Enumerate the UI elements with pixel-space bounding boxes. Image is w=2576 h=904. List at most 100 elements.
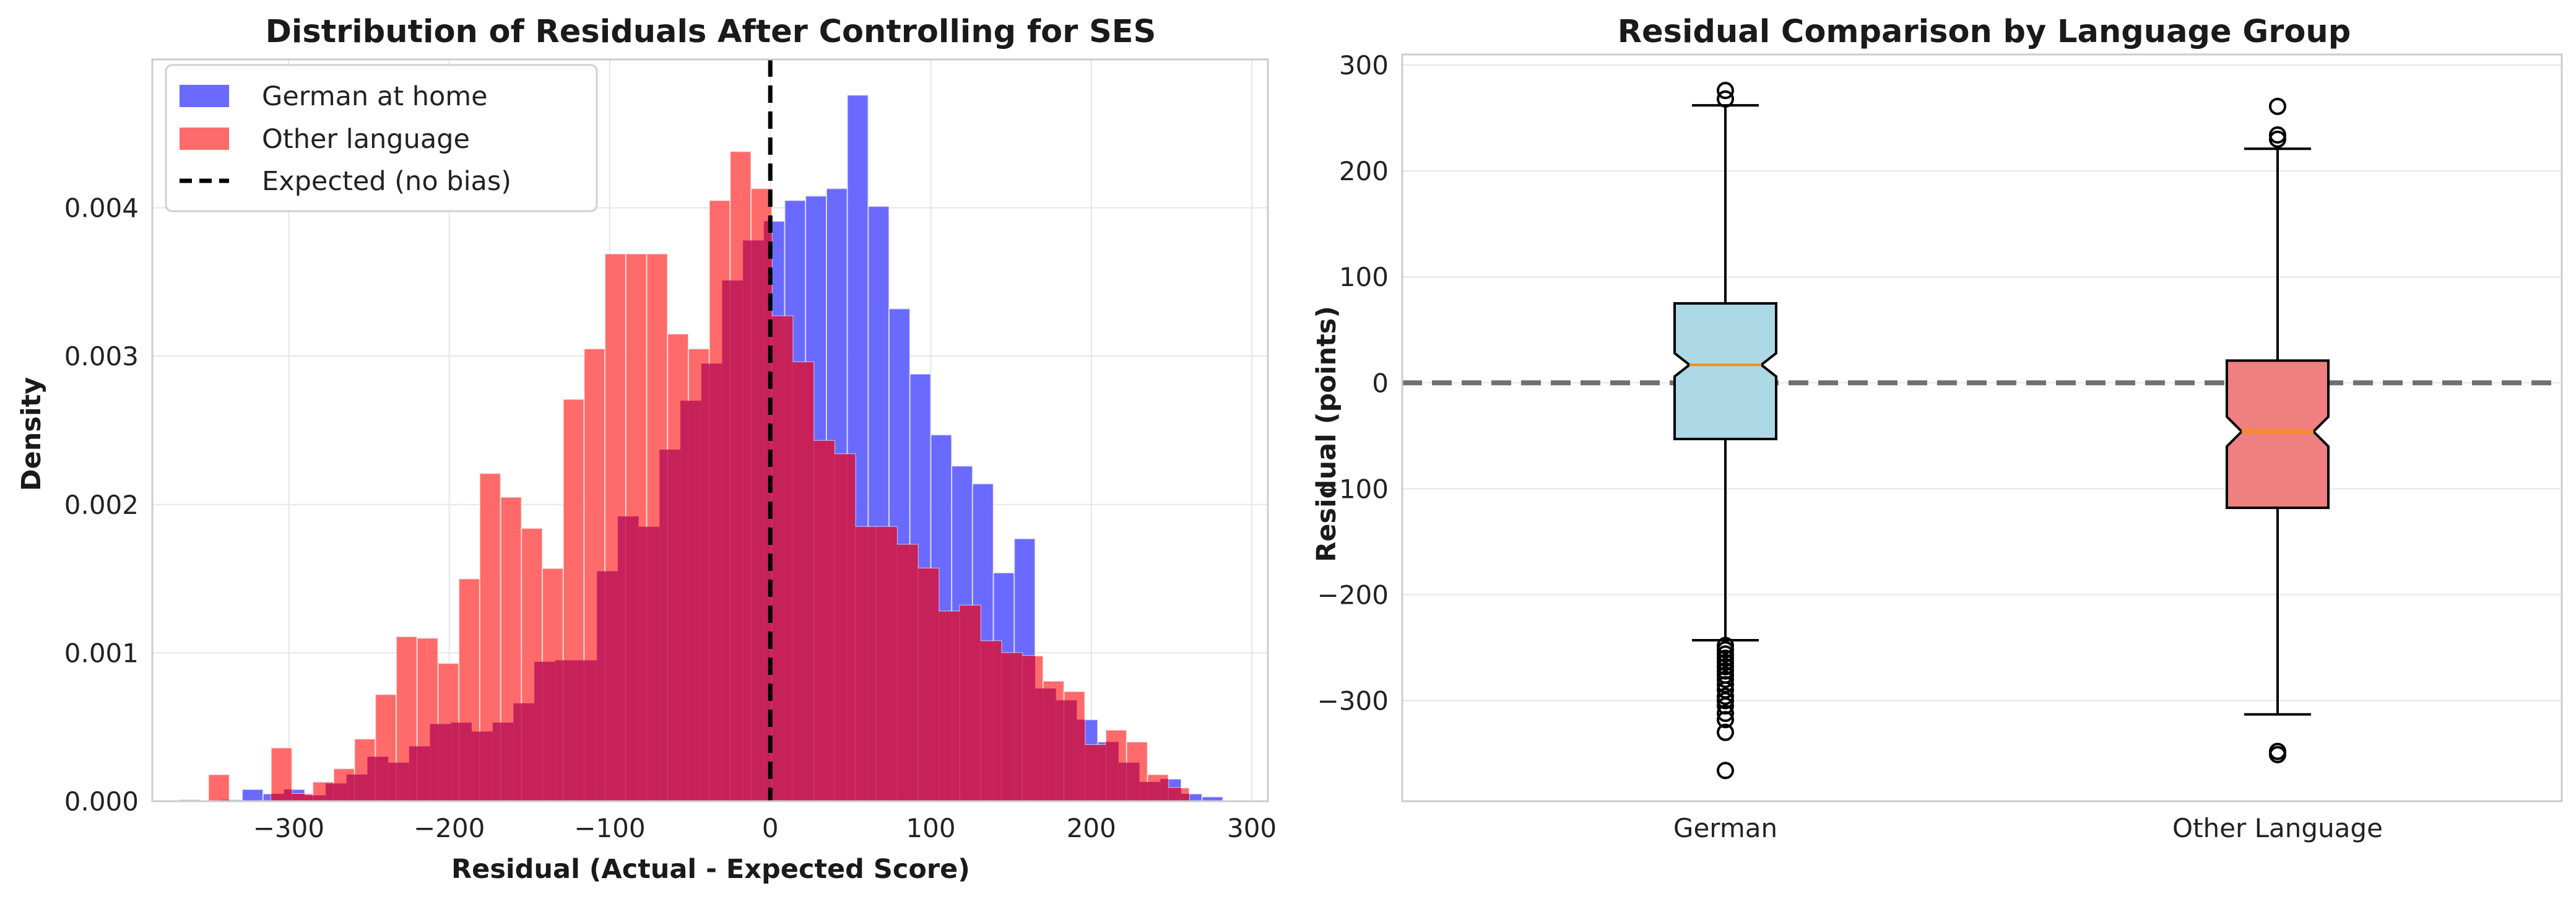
histogram-overlap-bar: [972, 605, 981, 801]
notched-box: [2226, 359, 2330, 510]
histogram-overlap-bar: [292, 794, 305, 801]
histogram-overlap-bar: [513, 703, 522, 801]
histogram-overlap-bar: [346, 774, 355, 801]
histogram-overlap-bar: [680, 401, 688, 801]
histogram-overlap-bar: [897, 544, 910, 801]
histogram-overlap-bar: [667, 450, 681, 801]
histogram-x-tick-label: 100: [906, 813, 955, 843]
histogram-overlap-bar: [305, 795, 313, 801]
histogram-overlap-bar: [980, 641, 994, 801]
histogram-overlap-bar: [597, 571, 605, 801]
outlier-point: [2269, 745, 2286, 763]
histogram-x-ticks: −300 −200 −100 0 100 200 300: [253, 813, 1277, 843]
histogram-overlap-bar: [1139, 781, 1148, 801]
histogram-x-tick-label: −300: [253, 813, 324, 843]
histogram-overlap-bar: [542, 661, 555, 801]
histogram-overlap-bar: [1085, 744, 1098, 801]
histogram-overlap-bar: [993, 641, 1002, 801]
histogram-overlap-bar: [584, 660, 597, 801]
histogram-overlap-bar: [868, 526, 877, 801]
histogram-overlap-bar: [960, 605, 973, 801]
histogram-overlap-bar: [917, 568, 931, 801]
boxplot-y-tick-label: −300: [1317, 685, 1389, 716]
histogram-overlap-bar: [743, 240, 752, 801]
histogram-overlap-bar: [701, 363, 709, 801]
histogram-overlap-bar: [751, 240, 764, 801]
histogram-panel: Distribution of Residuals After Controll…: [16, 14, 1277, 885]
histogram-overlap-bar: [409, 746, 417, 801]
boxplot-y-tick-label: 100: [1339, 262, 1389, 292]
legend-swatch-german: [180, 85, 229, 107]
histogram-overlap-bar: [1160, 779, 1169, 801]
boxplot-y-ticks: −300 −200 −100 0 100 200 300: [1317, 50, 1389, 716]
histogram-overlap-bar: [792, 362, 806, 801]
histogram-overlap-bar: [326, 783, 334, 801]
histogram-x-tick-label: 0: [762, 813, 779, 843]
boxplot-x-tick-label: Other Language: [2172, 813, 2383, 843]
histogram-overlap-bar: [1001, 653, 1015, 801]
histogram-y-tick-label: 0.001: [64, 638, 139, 668]
histogram-overlap-bar: [638, 526, 647, 801]
boxplot-y-tick-label: −200: [1317, 580, 1389, 610]
histogram-overlap-bar: [771, 316, 785, 801]
histogram-overlap-bar: [563, 660, 576, 801]
histogram-overlap-bar: [1035, 688, 1044, 801]
boxplot-x-tick-label: German: [1673, 813, 1777, 843]
histogram-overlap-bar: [730, 280, 744, 801]
histogram-overlap-bar: [430, 724, 438, 801]
histogram-overlap-bar: [1106, 742, 1119, 801]
outlier-point: [1717, 82, 1734, 100]
histogram-overlap-bar: [1118, 762, 1127, 801]
histogram-overlap-bar: [1098, 744, 1106, 801]
histogram-overlap-bar: [855, 526, 869, 801]
boxplot-group-other-language: [2226, 97, 2330, 763]
histogram-overlap-bar: [396, 762, 409, 801]
histogram-overlap-bar: [471, 731, 480, 801]
histogram-y-tick-label: 0.000: [64, 786, 139, 817]
histogram-overlap-bar: [1043, 688, 1056, 801]
histogram-overlap-bar: [333, 783, 347, 801]
boxplot-y-tick-label: 0: [1372, 368, 1389, 398]
outlier-point: [1717, 762, 1734, 780]
histogram-overlap-bar: [354, 774, 368, 801]
histogram-overlap-bar: [784, 316, 793, 801]
outlier-point: [1717, 723, 1734, 741]
legend-label-german: German at home: [262, 81, 488, 112]
histogram-overlap-bar: [625, 516, 639, 801]
histogram-y-tick-label: 0.002: [64, 490, 139, 520]
histogram-overlap-bar: [952, 611, 960, 801]
histogram-overlap-bar: [834, 454, 848, 801]
legend-swatch-other: [180, 128, 229, 150]
histogram-overlap-bar: [688, 401, 701, 801]
histogram-bar-german: [241, 788, 264, 802]
histogram-y-axis-label: Density: [16, 377, 47, 491]
outlier-point: [1717, 705, 1734, 723]
histogram-x-tick-label: 200: [1067, 813, 1116, 843]
boxplot-y-tick-label: 300: [1339, 50, 1389, 80]
histogram-overlap-bar: [909, 544, 918, 801]
legend-label-expected: Expected (no bias): [262, 166, 511, 197]
histogram-overlap-bar: [284, 789, 292, 801]
histogram-overlap-bar: [709, 363, 722, 801]
histogram-legend: German at home Other language Expected (…: [165, 64, 598, 212]
histogram-overlap-bar: [534, 661, 543, 801]
histogram-overlap-bar: [646, 526, 660, 801]
histogram-series-other: [207, 150, 1190, 802]
histogram-overlap-bar: [813, 440, 826, 801]
outlier-point: [2269, 97, 2286, 115]
legend-label-other: Other language: [262, 124, 470, 155]
notched-box: [1673, 302, 1777, 440]
outlier-point: [1717, 692, 1734, 710]
histogram-overlap-bar: [847, 454, 856, 801]
histogram-overlap-bar: [271, 794, 284, 801]
histogram-y-tick-label: 0.003: [64, 341, 139, 372]
boxplot-title: Residual Comparison by Language Group: [1618, 14, 2351, 50]
histogram-x-tick-label: 300: [1227, 813, 1277, 843]
histogram-x-tick-label: −100: [574, 813, 645, 843]
histogram-overlap-bar: [1064, 700, 1077, 801]
histogram-bar-other: [207, 773, 230, 802]
histogram-overlap-bar: [1168, 788, 1181, 801]
outlier-point: [2269, 126, 2286, 144]
boxplot-y-tick-label: 200: [1339, 156, 1389, 186]
